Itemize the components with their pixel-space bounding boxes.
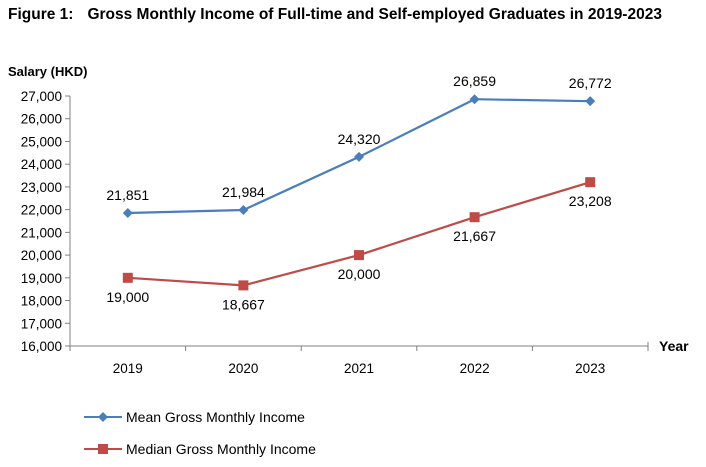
legend-item-mean: Mean Gross Monthly Income [84,409,305,425]
data-label: 19,000 [106,289,149,305]
data-label: 21,851 [106,187,149,203]
y-tick-label: 27,000 [21,89,62,104]
data-label: 21,984 [222,184,265,200]
data-label: 20,000 [338,266,381,282]
data-point [238,280,249,291]
series-median: 19,000 18,667 20,000 21,667 23,208 [106,177,612,312]
y-tick-label: 19,000 [21,271,62,286]
chart-axes: 16,000 17,000 18,000 19,000 20,000 21,000 22,0… [21,89,649,376]
data-label: 26,772 [569,75,612,91]
legend-marker-mean [84,412,122,422]
x-tick-label: 2021 [344,361,374,376]
y-tick-label: 25,000 [21,134,62,149]
data-label: 18,667 [222,296,265,312]
data-point [238,205,249,215]
data-point [469,94,480,105]
y-tick-label: 22,000 [21,203,62,218]
data-point [122,208,133,219]
data-label: 26,859 [453,73,496,89]
legend-label-mean: Mean Gross Monthly Income [126,409,305,425]
line-chart: 16,000 17,000 18,000 19,000 20,000 21,000 22,0… [21,73,689,376]
series-mean: 21,851 21,984 24,320 26,859 26,772 [106,73,612,219]
y-tick-label: 26,000 [21,112,62,127]
data-point [354,151,364,162]
y-tick-label: 20,000 [21,248,62,263]
y-tick-label: 21,000 [21,225,62,240]
x-tick-label: 2023 [575,361,605,376]
figure-title-text: Gross Monthly Income of Full-time and Se… [87,6,662,23]
legend-marker-median [84,444,122,454]
y-axis-label: Salary (HKD) [8,64,88,79]
y-tick-label: 23,000 [21,180,62,195]
y-tick-label: 16,000 [21,339,62,354]
data-point [354,250,364,261]
legend-item-median: Median Gross Monthly Income [84,441,316,457]
figure-title: Figure 1: Gross Monthly Income of Full-ti… [8,6,662,24]
figure-number: Figure 1: [8,6,74,23]
data-label: 21,667 [453,228,496,244]
y-tick-label: 18,000 [21,294,62,309]
legend-label-median: Median Gross Monthly Income [126,441,316,457]
data-point [469,212,480,223]
x-axis-title: Year [659,338,689,354]
data-point [585,177,596,188]
y-tick-label: 24,000 [21,157,62,172]
chart-series: 21,851 21,984 24,320 26,859 26,772 19,000 18,6… [106,73,611,312]
data-label: 24,320 [338,131,381,147]
x-tick-label: 2019 [113,361,143,376]
data-label: 23,208 [569,193,612,209]
data-point [122,272,133,283]
x-tick-label: 2022 [460,361,490,376]
data-point [585,96,596,107]
y-tick-label: 17,000 [21,316,62,331]
x-tick-label: 2020 [228,361,258,376]
